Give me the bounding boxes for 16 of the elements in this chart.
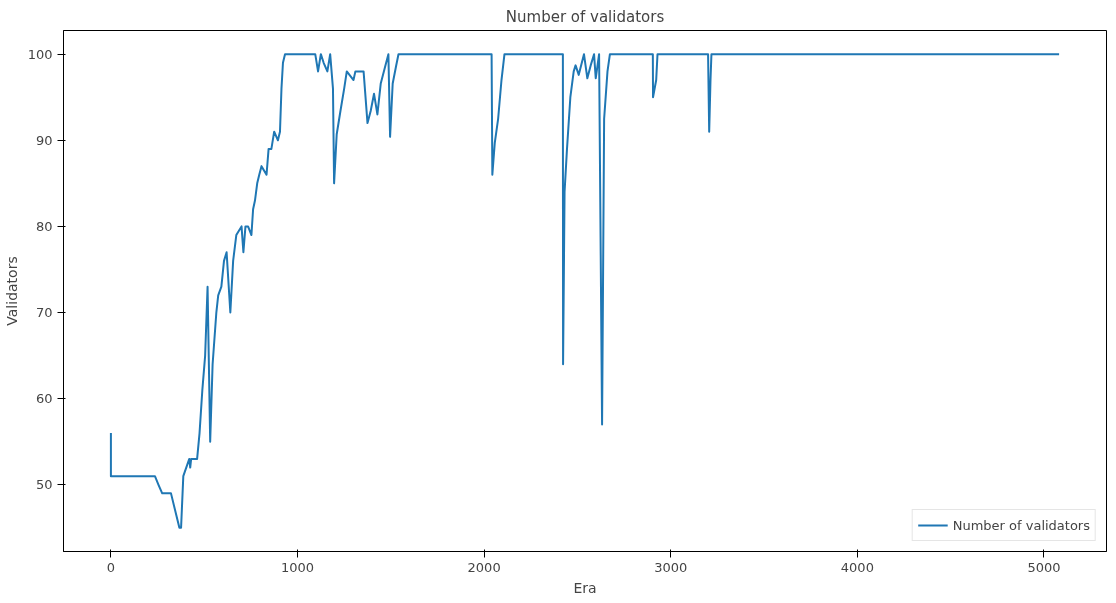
y-tick-label: 70 — [35, 305, 53, 321]
chart-title: Number of validators — [505, 7, 665, 26]
x-tick-label: 4000 — [840, 559, 874, 575]
x-tick-label: 0 — [106, 559, 116, 575]
y-tick-label: 60 — [35, 391, 53, 407]
x-tick-label: 3000 — [654, 559, 688, 575]
y-tick-label: 90 — [35, 132, 53, 148]
x-tick-label: 2000 — [467, 559, 501, 575]
y-tick-label: 100 — [27, 46, 53, 62]
y-axis-title: Validators — [3, 256, 20, 326]
y-tick-label: 50 — [35, 477, 53, 493]
x-axis-title: Era — [573, 579, 597, 596]
legend-label: Number of validators — [952, 517, 1090, 533]
x-tick-label: 5000 — [1027, 559, 1061, 575]
x-tick-label: 1000 — [280, 559, 315, 575]
y-tick-label: 80 — [35, 218, 53, 234]
